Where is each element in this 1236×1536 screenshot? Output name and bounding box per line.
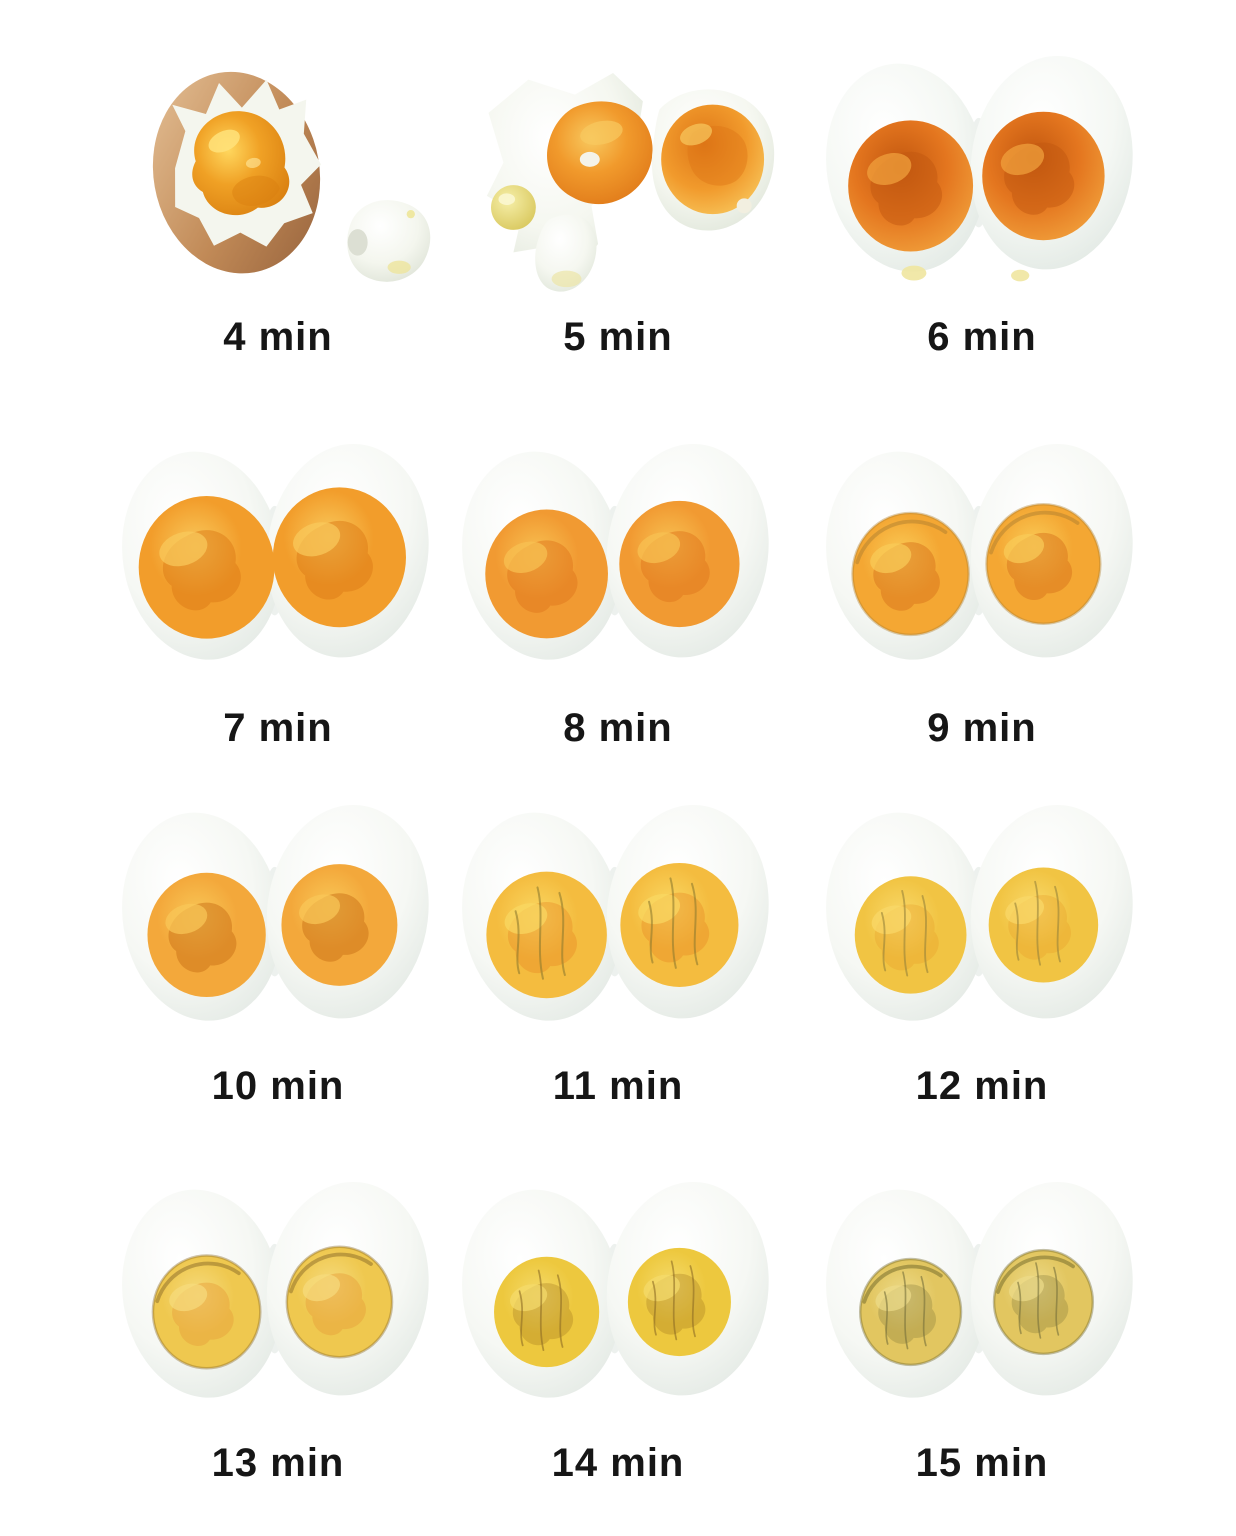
- egg-illustration: [826, 443, 1133, 660]
- egg-illustration: [826, 804, 1133, 1021]
- egg-stage-12-min: 12 min: [816, 784, 1148, 1136]
- egg-stage-4-min: 4 min: [112, 16, 444, 368]
- time-label: 5 min: [563, 315, 673, 359]
- time-label: 13 min: [211, 1441, 345, 1485]
- egg-stage-14-min: 14 min: [452, 1168, 784, 1520]
- egg-stage-13-min: 13 min: [112, 1168, 444, 1520]
- time-label: 8 min: [563, 706, 673, 750]
- egg-pair-photo: [452, 1142, 784, 1442]
- egg-stage-8-min: 8 min: [452, 400, 784, 752]
- egg-stage-6-min: 6 min: [816, 16, 1148, 368]
- egg-illustration: [462, 804, 769, 1021]
- egg-illustration: [462, 443, 769, 660]
- egg-illustration: [826, 1181, 1133, 1398]
- time-label: 11 min: [552, 1064, 684, 1108]
- egg-pair-photo: [112, 400, 444, 707]
- time-label: 9 min: [927, 706, 1037, 750]
- time-label: 10 min: [211, 1064, 345, 1108]
- egg-illustration: [826, 55, 1133, 282]
- egg-pair-photo: [452, 765, 784, 1065]
- egg-illustration: [122, 1181, 429, 1398]
- time-label: 7 min: [223, 706, 333, 750]
- time-label: 15 min: [915, 1441, 1049, 1485]
- egg-pair-photo: [112, 16, 444, 316]
- egg-pair-photo: [452, 400, 784, 707]
- egg-stage-7-min: 7 min: [112, 400, 444, 752]
- time-label: 6 min: [927, 315, 1037, 359]
- egg-pair-photo: [816, 765, 1148, 1065]
- egg-stage-9-min: 9 min: [816, 400, 1148, 752]
- egg-stage-15-min: 15 min: [816, 1168, 1148, 1520]
- egg-pair-photo: [816, 1142, 1148, 1442]
- egg-stage-11-min: 11 min: [452, 784, 784, 1136]
- egg-illustration: [122, 443, 429, 660]
- time-label: 14 min: [551, 1441, 685, 1485]
- egg-illustration: [152, 71, 431, 282]
- egg-stage-10-min: 10 min: [112, 784, 444, 1136]
- egg-pair-photo: [816, 400, 1148, 707]
- egg-illustration: [122, 804, 429, 1021]
- time-label: 4 min: [223, 315, 333, 359]
- egg-pair-photo: [816, 16, 1148, 316]
- egg-pair-photo: [112, 1142, 444, 1442]
- egg-pair-photo: [452, 16, 784, 316]
- egg-illustration: [462, 1181, 769, 1398]
- egg-stage-5-min: 5 min: [452, 16, 784, 368]
- time-label: 12 min: [915, 1064, 1049, 1108]
- egg-illustration: [486, 73, 775, 292]
- egg-pair-photo: [112, 765, 444, 1065]
